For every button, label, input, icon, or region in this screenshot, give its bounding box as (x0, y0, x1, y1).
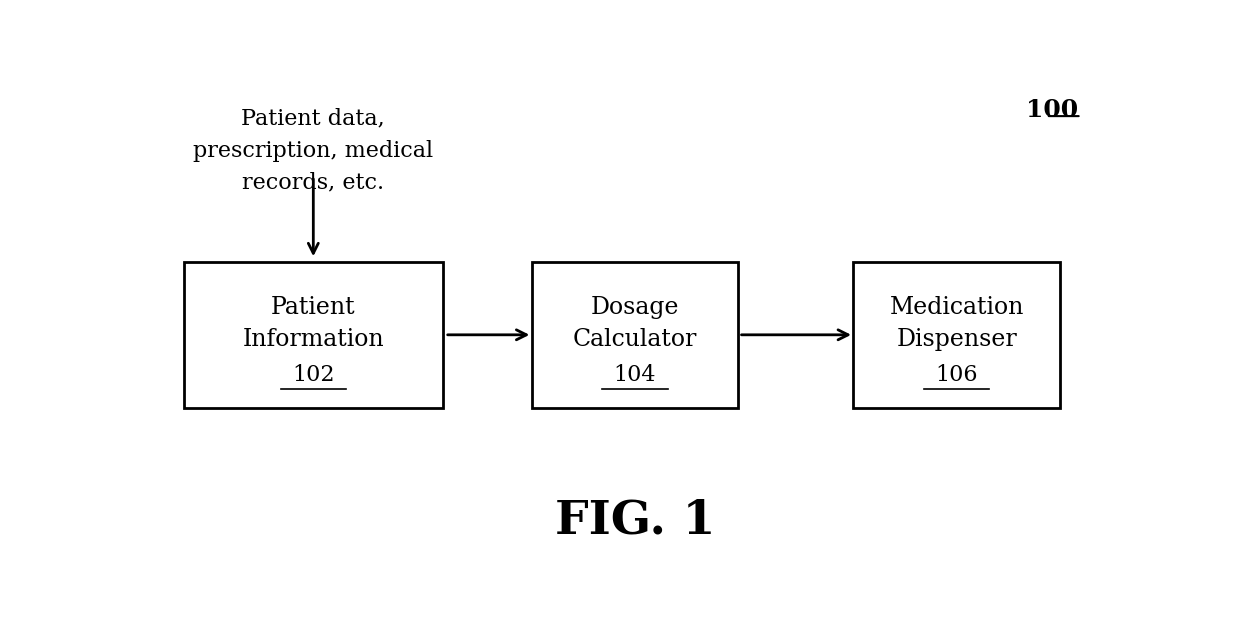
Bar (532, 262, 738, 408)
Text: Calculator: Calculator (572, 328, 698, 351)
Text: Information: Information (243, 328, 384, 351)
Text: Dispenser: Dispenser (896, 328, 1017, 351)
Text: FIG. 1: FIG. 1 (555, 497, 715, 543)
Bar (854, 262, 1059, 408)
Text: Medication: Medication (890, 297, 1023, 320)
Text: 106: 106 (935, 364, 978, 386)
Bar (183, 262, 444, 408)
Text: records, etc.: records, etc. (243, 171, 384, 193)
Text: prescription, medical: prescription, medical (193, 139, 434, 162)
Text: Dosage: Dosage (591, 297, 679, 320)
Text: 104: 104 (613, 364, 657, 386)
Text: Patient data,: Patient data, (242, 108, 385, 130)
Text: 100: 100 (1026, 98, 1079, 122)
Text: Patient: Patient (271, 297, 356, 320)
Text: 102: 102 (292, 364, 335, 386)
